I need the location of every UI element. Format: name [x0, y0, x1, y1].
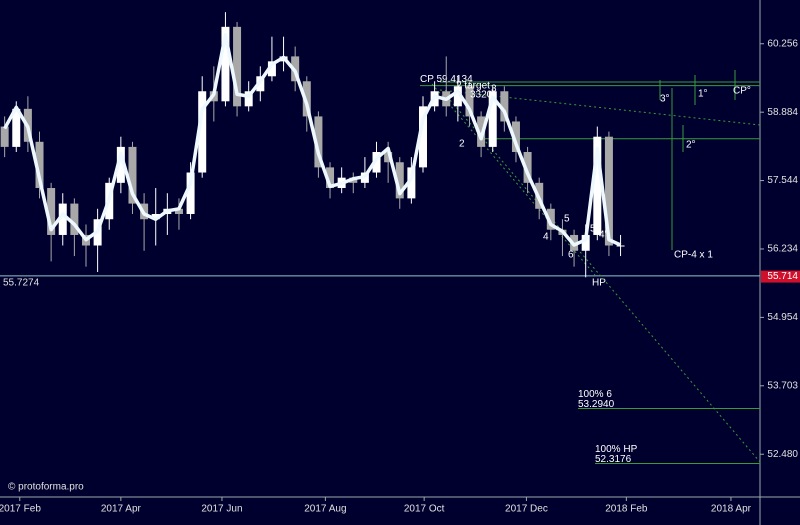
- trend-line: [439, 89, 761, 126]
- candle-body: [616, 245, 625, 247]
- candle-body: [593, 136, 602, 235]
- candle-body: [244, 91, 253, 107]
- annotation: 6: [568, 250, 574, 261]
- candle-body: [0, 126, 9, 147]
- x-tick-label: 2017 Dec: [505, 504, 548, 515]
- candle-body: [267, 61, 276, 77]
- annotation: 1°: [698, 89, 708, 100]
- annotation: 2: [459, 139, 465, 150]
- candle-body: [465, 86, 474, 117]
- annotation: 5: [564, 214, 570, 225]
- candle-body: [604, 136, 613, 246]
- level-label: 2°: [686, 139, 696, 150]
- annotation: CP-4 x 1: [674, 250, 713, 261]
- smooth-line: [3, 32, 622, 247]
- candle-body: [198, 91, 207, 173]
- level-label: 100% 6: [578, 389, 612, 400]
- hp-line-value: 55.7274: [3, 278, 40, 289]
- footer: © protoforma.pro: [8, 482, 84, 493]
- candle-body: [418, 106, 427, 168]
- last-price-label: 55.714: [767, 271, 798, 282]
- candle-body: [302, 81, 311, 117]
- y-tick-label: 58.884: [767, 107, 798, 118]
- candle-body: [488, 91, 497, 147]
- y-tick-label: 56.234: [767, 244, 798, 255]
- candle-body: [372, 152, 381, 173]
- x-tick-label: 2017 Apr: [101, 504, 142, 515]
- annotation: 3: [491, 84, 497, 95]
- x-tick-label: 2017 Jun: [201, 504, 242, 515]
- level-value: 52.3176: [595, 454, 632, 465]
- candle-body: [47, 188, 56, 235]
- x-tick-label: 2017 Oct: [404, 504, 445, 515]
- candle-body: [395, 162, 404, 199]
- candle-body: [511, 121, 520, 153]
- candle-body: [500, 91, 509, 122]
- annotation: 1: [455, 92, 461, 103]
- candle-body: [58, 203, 67, 235]
- x-tick-label: 2017 Feb: [0, 504, 41, 515]
- x-tick-label: 2018 Feb: [605, 504, 648, 515]
- candle-body: [523, 152, 532, 183]
- candle-body: [581, 234, 590, 251]
- candle-body: [407, 167, 416, 199]
- y-tick-label: 60.256: [767, 38, 798, 49]
- candle-body: [70, 203, 79, 235]
- trend-line: [431, 83, 596, 276]
- annotation: 4': [599, 230, 607, 241]
- x-tick-label: 2018 Apr: [711, 504, 752, 515]
- candle-body: [233, 26, 242, 107]
- annotation: 2 target: [456, 81, 490, 92]
- annotation: 4: [543, 232, 549, 243]
- candle-body: [546, 208, 555, 230]
- annotation: 3320: [470, 90, 493, 101]
- level-value: 53.2940: [578, 399, 615, 410]
- annotation: 5': [590, 224, 598, 235]
- candle-body: [186, 172, 195, 215]
- candle-body: [384, 152, 393, 163]
- candle-body: [326, 167, 335, 189]
- y-tick-label: 52.480: [767, 449, 798, 460]
- candle-body: [128, 146, 137, 204]
- candle-body: [477, 116, 486, 147]
- annotation: CP°: [733, 86, 751, 97]
- candle-body: [35, 141, 44, 189]
- annotation: 3°: [660, 94, 670, 105]
- y-tick-label: 57.544: [767, 175, 798, 186]
- hp-label: HP: [592, 278, 606, 289]
- candle-body: [116, 146, 125, 183]
- candle-body: [221, 26, 230, 102]
- level-label: 100% HP: [595, 444, 638, 455]
- candle-body: [12, 108, 21, 147]
- candle-body: [174, 208, 183, 215]
- candle-body: [314, 116, 323, 168]
- candle-body: [453, 86, 462, 107]
- y-tick-label: 54.954: [767, 312, 798, 323]
- x-tick-label: 2017 Aug: [304, 504, 346, 515]
- y-tick-label: 53.703: [767, 380, 798, 391]
- candle-body: [151, 214, 160, 220]
- last-price-box: [761, 270, 800, 283]
